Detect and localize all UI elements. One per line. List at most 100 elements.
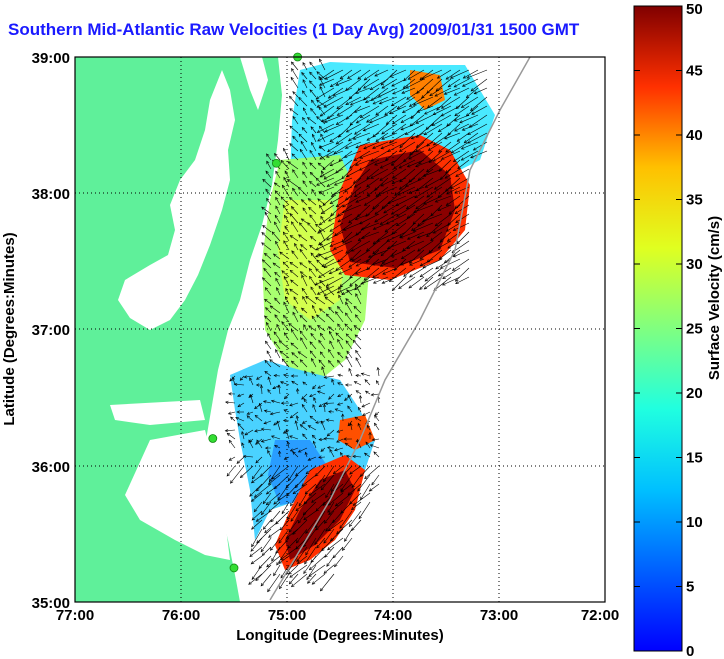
velocity-arrowhead <box>272 253 277 257</box>
velocity-vector <box>317 123 335 133</box>
velocity-vector <box>324 296 335 305</box>
velocity-arrowhead <box>439 265 444 269</box>
velocity-arrowhead <box>254 405 258 410</box>
velocity-vector <box>261 385 263 395</box>
velocity-vector <box>249 483 263 497</box>
velocity-vector <box>446 186 461 195</box>
velocity-arrowhead <box>371 262 376 266</box>
velocity-vector <box>419 276 434 290</box>
velocity-vector <box>395 195 416 206</box>
velocity-vector <box>319 58 326 71</box>
velocity-vector <box>331 379 335 386</box>
velocity-vector <box>377 231 398 242</box>
velocity-vector <box>320 216 326 224</box>
velocity-vector <box>335 492 353 507</box>
velocity-arrowhead <box>308 325 312 329</box>
velocity-vector <box>354 334 362 341</box>
velocity-vector <box>427 96 443 108</box>
velocity-vector <box>350 249 362 261</box>
velocity-vector <box>349 465 362 475</box>
velocity-arrowhead <box>337 338 341 343</box>
velocity-arrowhead <box>443 136 448 140</box>
velocity-vector <box>283 148 290 161</box>
velocity-arrowhead <box>339 525 343 529</box>
velocity-vector <box>354 186 371 197</box>
velocity-vector <box>444 168 461 179</box>
velocity-arrowhead <box>323 293 328 297</box>
velocity-arrowhead <box>415 149 419 152</box>
velocity-vector <box>324 258 344 268</box>
velocity-arrowhead <box>398 285 402 289</box>
velocity-vector <box>309 393 317 397</box>
velocity-arrowhead <box>299 359 304 363</box>
velocity-vector <box>454 114 470 122</box>
velocity-vector <box>415 114 434 124</box>
velocity-vector <box>321 420 326 431</box>
velocity-vector <box>259 403 263 413</box>
velocity-vector <box>336 114 353 125</box>
velocity-arrowhead <box>272 262 277 266</box>
velocity-arrowhead <box>354 162 359 166</box>
velocity-arrowhead <box>318 359 322 363</box>
velocity-vector <box>367 186 380 197</box>
velocity-arrowhead <box>415 164 419 168</box>
velocity-arrowhead <box>307 580 311 584</box>
velocity-vector <box>303 398 308 404</box>
velocity-vector <box>323 564 335 574</box>
velocity-arrowhead <box>386 238 390 242</box>
velocity-arrowhead <box>239 474 244 479</box>
velocity-arrowhead <box>357 237 362 242</box>
velocity-vector <box>275 278 281 287</box>
velocity-vector <box>339 276 353 287</box>
velocity-vector <box>248 439 254 449</box>
velocity-vector <box>315 249 335 257</box>
velocity-arrowhead <box>246 415 251 419</box>
velocity-arrowhead <box>308 267 313 272</box>
velocity-vector <box>392 168 407 179</box>
velocity-vector <box>297 388 299 395</box>
velocity-vector <box>369 114 389 124</box>
velocity-arrowhead <box>339 283 343 288</box>
velocity-arrowhead <box>291 250 295 254</box>
speed-region-upper-right <box>410 70 445 110</box>
velocity-arrowhead <box>267 388 271 393</box>
velocity-vector <box>267 450 272 458</box>
velocity-vector <box>386 114 398 125</box>
velocity-vector <box>411 222 425 231</box>
velocity-arrowhead <box>336 112 341 116</box>
velocity-vector <box>408 276 425 289</box>
velocity-arrowhead <box>441 282 446 286</box>
velocity-arrowhead <box>366 424 370 429</box>
velocity-vector <box>301 275 308 287</box>
velocity-vector <box>291 360 299 368</box>
colorbar <box>633 5 683 652</box>
velocity-vector <box>467 132 488 144</box>
velocity-vector <box>349 159 362 169</box>
velocity-arrowhead <box>283 332 288 336</box>
velocity-arrowhead <box>248 581 252 585</box>
velocity-arrowhead <box>250 561 255 565</box>
velocity-arrowhead <box>345 301 349 306</box>
velocity-vector <box>403 267 416 277</box>
velocity-arrowhead <box>370 393 375 397</box>
velocity-arrowhead <box>309 162 313 166</box>
velocity-vector <box>408 186 425 194</box>
velocity-vector <box>349 114 362 126</box>
velocity-vector <box>279 451 281 458</box>
velocity-vector <box>433 222 452 234</box>
velocity-arrowhead <box>328 410 332 414</box>
velocity-arrowhead <box>354 334 359 338</box>
velocity-vector <box>289 108 299 116</box>
velocity-vector <box>381 123 398 135</box>
velocity-arrowhead <box>425 169 430 173</box>
velocity-arrowhead <box>261 232 265 236</box>
velocity-vector <box>334 222 353 236</box>
velocity-arrowhead <box>320 420 324 425</box>
velocity-vector <box>261 438 272 442</box>
velocity-vector <box>355 283 362 296</box>
velocity-vector <box>318 141 335 149</box>
velocity-arrowhead <box>351 258 356 262</box>
velocity-arrowhead <box>443 91 448 95</box>
velocity-arrowhead <box>446 238 451 242</box>
velocity-vector <box>328 393 335 400</box>
